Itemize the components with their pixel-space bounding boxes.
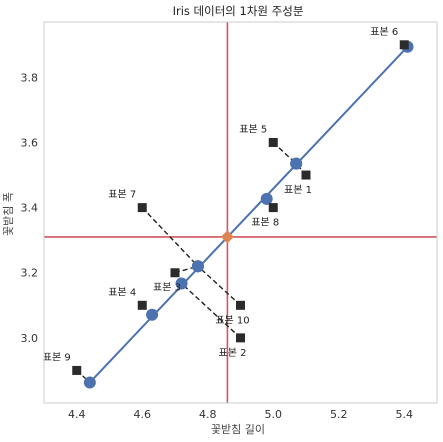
residual-line <box>141 207 199 267</box>
point-label: 표본 1 <box>284 184 312 196</box>
original-point <box>137 300 147 310</box>
point-label: 표본 3 <box>153 282 181 294</box>
chart-title: Iris 데이터의 1차원 주성분 <box>173 4 304 18</box>
original-point <box>137 203 147 213</box>
projected-point <box>83 376 96 389</box>
original-point <box>301 170 311 180</box>
original-point <box>72 365 82 375</box>
x-tick-label: 5.4 <box>396 408 414 421</box>
point-label: 표본 6 <box>370 26 398 38</box>
plot-area: 표본 1 표본 2 표본 3 표본 4 표본 5 표본 6 표본 7 표본 8 표본 9 표본 1… <box>43 22 437 403</box>
point-label: 표본 7 <box>108 189 136 201</box>
x-tick-label: 4.4 <box>68 408 86 421</box>
x-tick-label: 5.0 <box>265 408 283 421</box>
projected-point <box>146 308 159 321</box>
projected-point <box>175 277 188 290</box>
y-tick-label: 3.6 <box>21 136 39 149</box>
point-label: 표본 8 <box>251 217 279 229</box>
original-point <box>170 268 180 278</box>
point-label: 표본 2 <box>219 347 247 359</box>
original-point <box>399 40 409 50</box>
y-tick-label: 3.4 <box>21 202 39 215</box>
plot-frame <box>43 21 438 404</box>
projected-point <box>191 260 204 273</box>
y-axis-label: 꽃받침 폭 <box>2 192 15 236</box>
principal-component-line <box>89 46 409 384</box>
point-label: 표본 10 <box>215 314 249 326</box>
x-axis-label: 꽃받침 길이 <box>211 423 265 436</box>
residual-line <box>181 282 241 339</box>
original-point <box>268 137 278 147</box>
projected-point <box>290 157 303 170</box>
point-label: 표본 9 <box>43 351 71 363</box>
residual-line <box>197 265 241 306</box>
x-tick-label: 5.2 <box>330 408 348 421</box>
point-label: 표본 4 <box>108 286 136 298</box>
projected-point <box>260 192 273 205</box>
original-point <box>236 333 245 343</box>
x-tick-label: 4.6 <box>134 408 152 421</box>
x-tick-label: 4.8 <box>199 408 217 421</box>
mean-point <box>220 230 234 244</box>
y-tick-label: 3.2 <box>21 267 39 280</box>
point-label: 표본 5 <box>239 123 267 135</box>
y-tick-label: 3.8 <box>21 71 39 84</box>
original-point <box>268 203 278 213</box>
tick-labels: 4.4 4.6 4.8 5.0 5.2 5.4 3.0 3.2 3.4 3.6 3.8 <box>21 71 414 421</box>
y-tick-label: 3.0 <box>21 332 39 345</box>
original-point <box>236 300 245 310</box>
